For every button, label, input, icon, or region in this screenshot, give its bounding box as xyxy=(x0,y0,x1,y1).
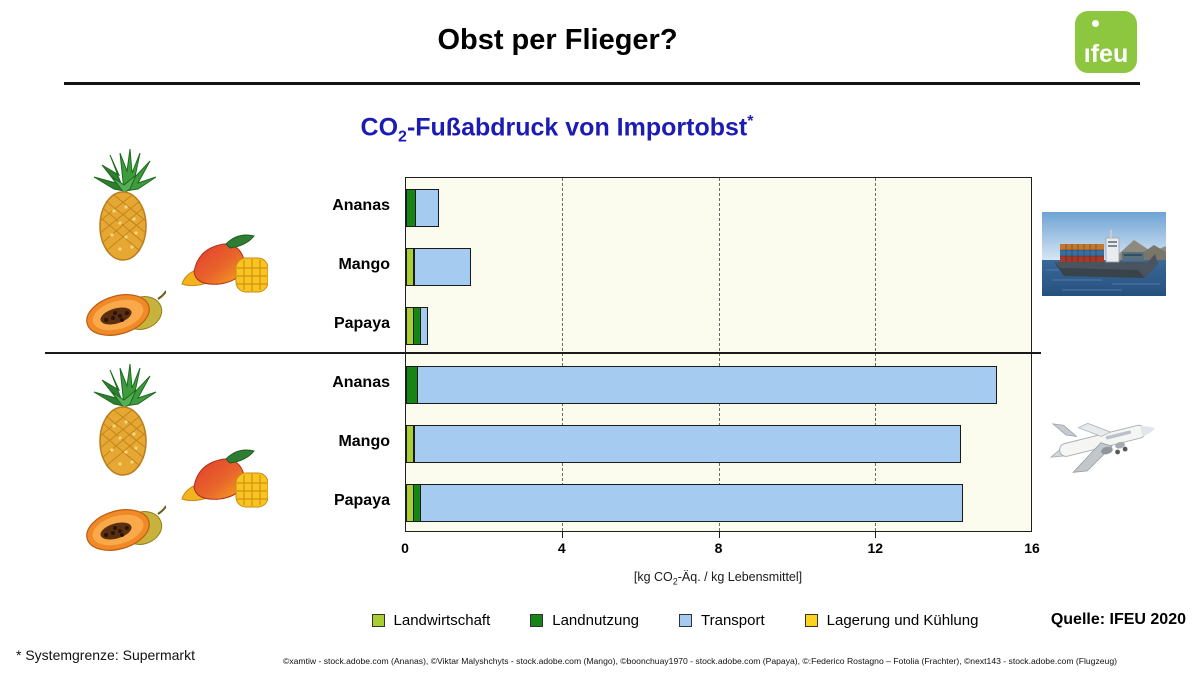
x-axis-unit: [kg CO2-Äq. / kg Lebensmittel] xyxy=(518,570,918,587)
legend-label: Transport xyxy=(701,612,765,629)
lagerung-swatch-icon xyxy=(804,614,818,627)
header-rule xyxy=(64,82,1140,85)
x-tick-mark-12 xyxy=(875,532,877,538)
segment-transport xyxy=(414,248,471,286)
legend-label: Landnutzung xyxy=(552,612,639,629)
segment-transport xyxy=(420,484,963,522)
mango-icon xyxy=(181,449,268,508)
footnote: * Systemgrenze: Supermarkt xyxy=(16,647,195,663)
bar-papaya-plane xyxy=(406,484,963,522)
transport-swatch-icon xyxy=(679,614,692,627)
legend-label: Lagerung und Kühlung xyxy=(826,612,979,629)
row-label-plane-papaya: Papaya xyxy=(333,492,390,509)
row-label-ship-ananas: Ananas xyxy=(332,197,390,214)
axis-unit-prefix: [kg CO xyxy=(633,570,673,584)
chart-title-asterisk: * xyxy=(747,113,754,130)
legend-item-transport: Transport xyxy=(679,612,765,629)
x-tick-mark-4 xyxy=(561,532,563,538)
gridline-12 xyxy=(874,178,876,531)
bar-ananas-plane xyxy=(406,366,997,404)
x-tick-label-4: 4 xyxy=(557,540,566,556)
bar-mango-plane xyxy=(406,425,961,463)
chart-title-prefix: CO xyxy=(360,113,399,142)
page-title: Obst per Flieger? xyxy=(437,24,678,56)
section-divider xyxy=(45,352,1041,354)
row-label-ship-papaya: Papaya xyxy=(333,315,390,332)
axis-unit-sub: 2 xyxy=(672,576,678,587)
x-tick-mark-8 xyxy=(718,532,720,538)
legend-item-lagerung: Lagerung und Kühlung xyxy=(804,612,979,629)
x-tick-label-16: 16 xyxy=(1024,540,1040,556)
fruit-cluster-plane xyxy=(62,362,292,557)
image-credits: ©xamtiw - stock.adobe.com (Ananas), ©Vik… xyxy=(283,656,1117,666)
chart-title-main: -Fußabdruck von Importobst xyxy=(406,113,748,142)
airplane-image xyxy=(1049,422,1155,473)
legend-item-landnutzung: Landnutzung xyxy=(530,612,639,629)
mango-icon xyxy=(181,234,268,293)
chart-title-sub: 2 xyxy=(398,128,407,146)
pineapple-icon xyxy=(93,363,157,476)
chart-title: CO2-Fußabdruck von Importobst* xyxy=(200,113,914,146)
source-label: Quelle: IFEU 2020 xyxy=(1050,611,1186,628)
papaya-icon xyxy=(86,290,166,336)
x-tick-label-8: 8 xyxy=(714,540,723,556)
legend-label: Landwirtschaft xyxy=(393,612,491,629)
gridline-4 xyxy=(562,178,564,531)
logo-i-dot xyxy=(1092,20,1099,27)
ifeu-logo: ıfeu xyxy=(1075,11,1137,73)
row-label-plane-ananas: Ananas xyxy=(332,374,390,391)
bar-mango-ship xyxy=(406,248,471,286)
bar-papaya-ship xyxy=(406,307,428,345)
x-tick-label-0: 0 xyxy=(401,540,409,556)
segment-transport xyxy=(414,425,961,463)
fruit-cluster-ship xyxy=(62,147,292,342)
x-tick-label-12: 12 xyxy=(867,540,884,556)
bar-ananas-ship xyxy=(406,189,439,227)
legend-item-landwirtschaft: Landwirtschaft xyxy=(371,612,491,629)
segment-transport xyxy=(415,189,439,227)
row-label-ship-mango: Mango xyxy=(338,256,390,273)
chart-legend: Landwirtschaft Landnutzung Transport Lag… xyxy=(305,612,1045,629)
axis-unit-suffix: -Äq. / kg Lebensmittel] xyxy=(677,570,803,584)
logo-text: ıfeu xyxy=(1083,40,1129,68)
gridline-8 xyxy=(718,178,720,531)
plot-area xyxy=(405,177,1032,532)
landnutzung-swatch-icon xyxy=(530,614,544,627)
landwirtschaft-swatch-icon xyxy=(371,614,385,627)
segment-transport xyxy=(417,366,997,404)
container-ship-image xyxy=(1042,212,1166,296)
papaya-icon xyxy=(86,505,166,551)
row-label-plane-mango: Mango xyxy=(338,433,390,450)
segment-transport xyxy=(420,307,428,345)
pineapple-icon xyxy=(93,148,157,261)
